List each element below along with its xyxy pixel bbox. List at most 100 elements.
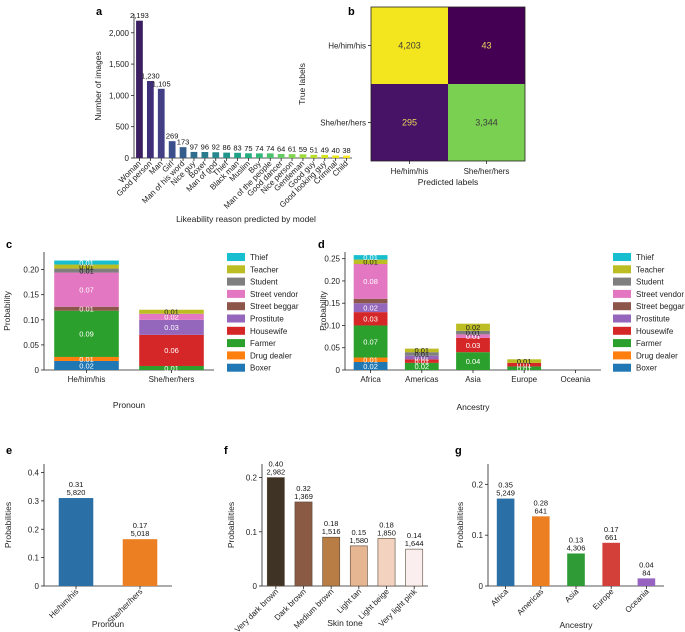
- chart-c-segment-label: 0.09: [79, 330, 94, 339]
- chart-d-legend-swatch: [613, 277, 631, 286]
- chart-c-segment-label: 0.06: [164, 346, 179, 355]
- chart-d-legend-swatch: [613, 351, 631, 360]
- chart-c-segment-label: 0.03: [164, 323, 179, 332]
- chart-a-bar: [245, 153, 252, 158]
- chart-c-bar-segment: [139, 313, 204, 320]
- chart-c-bar-segment: [139, 309, 204, 314]
- chart-a-data-label: 96: [201, 142, 209, 151]
- chart-g-value-label: 0.04: [639, 560, 654, 569]
- chart-c-segment-label: 0.01: [79, 262, 94, 271]
- chart-a-data-label: 59: [299, 145, 307, 154]
- chart-d-bar-segment: [353, 312, 388, 326]
- chart-e-x-tick-label: He/him/his: [47, 587, 80, 620]
- panel-letter-a: a: [96, 6, 103, 18]
- chart-f-bar: [266, 477, 285, 587]
- chart-c-legend-swatch: [227, 302, 245, 311]
- chart-d-y-tick-label: 0: [336, 366, 341, 375]
- chart-a-data-label: 51: [310, 145, 318, 154]
- chart-d-y-tick-label: 0.20: [324, 277, 340, 286]
- chart-d-segment-label: 0.07: [363, 337, 378, 346]
- chart-d-segment-label: 0.03: [466, 341, 481, 350]
- chart-d-legend-label: Drug dealer: [636, 351, 678, 360]
- chart-a-data-label: 86: [222, 143, 230, 152]
- chart-e-count-label: 5,018: [131, 529, 150, 538]
- chart-f-count-label: 1,580: [349, 536, 368, 545]
- chart-g-x-tick-label: Europe: [591, 587, 616, 612]
- chart-d-segment-label: 0.01: [466, 328, 481, 337]
- chart-b-frame: [370, 6, 526, 162]
- chart-f-bar: [405, 548, 424, 587]
- chart-d-segment-label: 0.01: [517, 357, 532, 366]
- chart-c-x-axis-title: Pronoun: [113, 400, 145, 410]
- chart-a-data-label: 1,105: [152, 79, 171, 88]
- chart-g-value-label: 0.13: [569, 535, 584, 544]
- chart-g-x-tick-label: Asia: [563, 587, 581, 605]
- chart-b-y-tick-label: She/her/hers: [320, 119, 366, 128]
- chart-f-bar: [349, 545, 368, 587]
- chart-d-legend-label: Prostitute: [636, 315, 670, 324]
- chart-d-segment-label: 0.02: [414, 362, 429, 371]
- chart-d-segment-label: 0.01: [363, 258, 378, 267]
- chart-c-bar-segment: [54, 310, 119, 357]
- chart-c-segment-label: 0.01: [79, 355, 94, 364]
- chart-d-y-axis-title: Probability: [318, 290, 328, 330]
- chart-c-legend-label: Boxer: [250, 364, 271, 373]
- chart-d-segment-label: 0.01: [466, 332, 481, 341]
- chart-g-x-axis-title: Ancestry: [559, 620, 593, 630]
- chart-d-y-tick-label: 0.15: [324, 299, 340, 308]
- chart-c: 00.050.100.150.200.020.010.090.010.070.0…: [2, 252, 299, 410]
- chart-a-data-label: 269: [166, 132, 179, 141]
- chart-d-bar-segment: [456, 337, 490, 353]
- chart-b-x-tick-label: She/her/hers: [464, 167, 510, 176]
- chart-g-value-label: 0.17: [604, 525, 619, 534]
- chart-e-y-tick-label: 0.1: [28, 554, 40, 563]
- chart-c-bar-segment: [54, 260, 119, 265]
- chart-d-bar-segment: [353, 303, 388, 313]
- chart-d-x-axis-title: Ancestry: [456, 402, 490, 412]
- chart-a-x-axis-title: Likeability reason predicted by model: [176, 214, 316, 224]
- chart-c-legend-label: Farmer: [250, 339, 276, 348]
- chart-b-x-axis-title: Predicted labels: [418, 177, 478, 187]
- chart-a-bar: [266, 153, 274, 158]
- chart-g-count-label: 661: [605, 533, 618, 542]
- chart-d-bar-segment: [456, 352, 490, 370]
- chart-d-x-tick-label: Africa: [360, 375, 381, 384]
- chart-c-bar-segment: [54, 356, 119, 361]
- chart-d-x-tick-label: Americas: [405, 375, 438, 384]
- chart-b-x-tick-label: He/him/his: [391, 167, 429, 176]
- chart-c-bar-segment: [139, 365, 204, 370]
- chart-d-x-tick-label: Europe: [511, 375, 537, 384]
- chart-d-legend-label: Boxer: [636, 364, 657, 373]
- chart-c-segment-label: 0.01: [79, 266, 94, 275]
- chart-g-bar: [567, 553, 585, 586]
- chart-f-count-label: 1,369: [294, 492, 313, 501]
- chart-f-y-tick-label: 0.1: [246, 528, 258, 537]
- chart-e: 0 0.1 0.2 0.3 0.4 0.315,820 He/him/his 0.175,01…: [3, 464, 172, 629]
- chart-a-bar: [157, 88, 165, 158]
- chart-c-legend-label: Street beggar: [250, 302, 299, 311]
- chart-a-bar: [212, 152, 220, 158]
- chart-a-data-label: 74: [266, 144, 274, 153]
- chart-d-bar-segment: [404, 348, 439, 353]
- chart-d-legend-label: Street beggar: [636, 302, 685, 311]
- chart-d-bar-segment: [456, 330, 490, 335]
- chart-d-segment-label: 0.01: [363, 253, 378, 262]
- chart-f-value-label: 0.40: [269, 460, 284, 469]
- chart-d-bar-segment: [404, 352, 439, 356]
- chart-d-bar-segment: [353, 325, 388, 358]
- chart-c-bar-segment: [54, 268, 119, 273]
- chart-e-count-label: 5,820: [67, 488, 86, 497]
- chart-c-legend-swatch: [227, 363, 245, 372]
- chart-a-bar: [234, 152, 241, 158]
- chart-g-bar: [496, 498, 515, 586]
- chart-g-x-tick-label: Oceania: [623, 587, 651, 615]
- chart-b-cell-label: 4,203: [398, 41, 421, 51]
- chart-d-segment-label: 0.01: [414, 350, 429, 359]
- chart-a-data-label: 74: [255, 144, 263, 153]
- chart-c-bar-segment: [54, 360, 119, 370]
- chart-f-value-label: 0.18: [324, 519, 339, 528]
- chart-a-bar: [190, 151, 198, 158]
- chart-a-bar: [277, 153, 285, 158]
- chart-c-y-tick-label: 0.20: [23, 266, 39, 275]
